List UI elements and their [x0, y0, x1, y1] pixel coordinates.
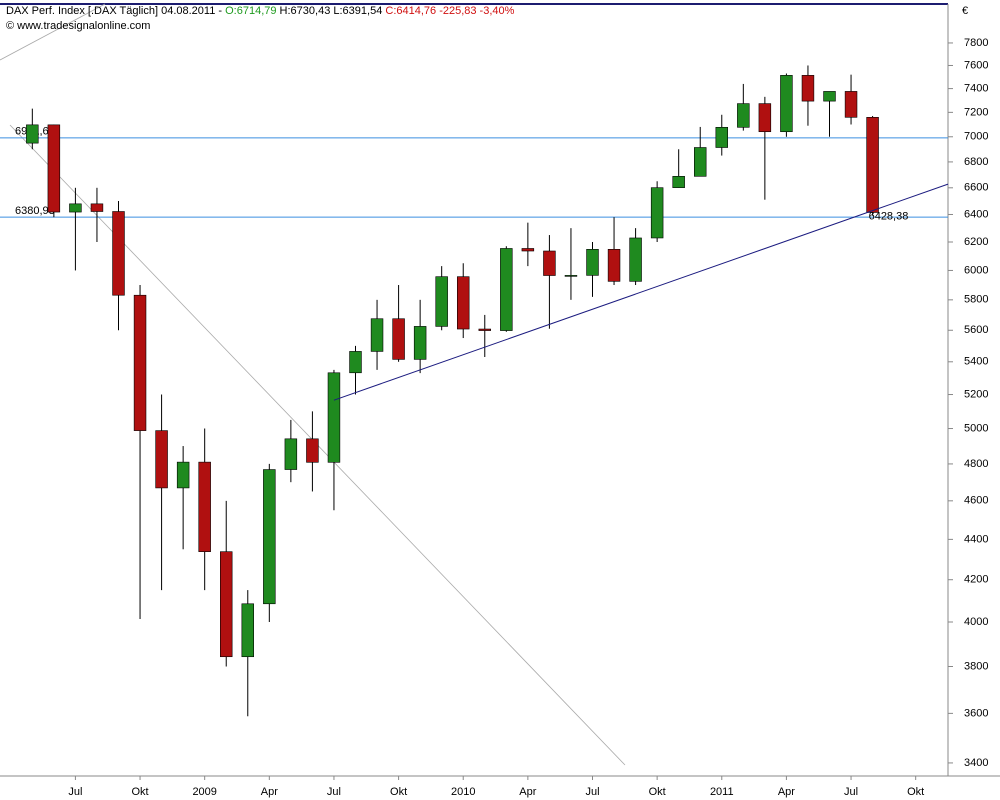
y-tick-label: 7200 [964, 106, 988, 118]
candle-body [866, 117, 879, 213]
currency: € [962, 5, 968, 17]
y-tick-label: 7000 [964, 131, 988, 143]
candle-body [435, 276, 448, 327]
candle-body [133, 294, 147, 431]
candle-body [457, 276, 470, 330]
x-tick-label: Okt [131, 786, 148, 798]
y-tick-label: 5400 [964, 356, 988, 368]
candle-body [176, 461, 190, 489]
header-instrument: DAX Perf. Index [.DAX Täglich] 04.08.201… [6, 5, 222, 17]
candle-body [629, 237, 642, 282]
candle-body [284, 438, 298, 470]
x-tick-label: Okt [649, 786, 666, 798]
x-tick-label: Apr [778, 786, 795, 798]
header-close: C:6414,76 -225,83 -3,40% [385, 5, 514, 17]
candle-body [694, 147, 707, 177]
y-tick-label: 4600 [964, 495, 988, 507]
y-tick-label: 5600 [964, 324, 988, 336]
candle-body [370, 318, 384, 352]
candle-body [47, 124, 61, 213]
y-tick-label: 3800 [964, 660, 988, 672]
y-tick-label: 4200 [964, 574, 988, 586]
y-tick-label: 6200 [964, 236, 988, 248]
y-tick-label: 7800 [964, 37, 988, 49]
y-tick-label: 5800 [964, 294, 988, 306]
x-tick-label: Apr [519, 786, 536, 798]
y-tick-label: 7400 [964, 83, 988, 95]
candle-body [69, 203, 82, 213]
x-tick-label: Apr [261, 786, 278, 798]
candle-body [521, 248, 535, 252]
header-high: H:6730,43 [280, 5, 331, 17]
candle-body [586, 249, 599, 276]
candle-body [737, 103, 750, 128]
y-tick-label: 4000 [964, 616, 988, 628]
candle-body [220, 551, 233, 658]
candle-body [26, 124, 39, 144]
candle-body [198, 461, 211, 552]
trendline-label: 6428,38 [869, 211, 909, 223]
trendline [333, 183, 949, 401]
y-tick-label: 6400 [964, 208, 988, 220]
candle-body [844, 91, 858, 118]
candle-body [650, 187, 664, 239]
candle-body [801, 75, 815, 102]
header-open: O:6714,79 [225, 5, 276, 17]
candle-body [112, 211, 125, 296]
candle-body [543, 250, 556, 276]
source: © www.tradesignalonline.com [6, 20, 150, 32]
candle-body [715, 126, 728, 148]
candle-body [672, 176, 685, 188]
candle-body [823, 91, 836, 102]
candle-body [413, 326, 427, 360]
y-tick-label: 7600 [964, 59, 988, 71]
x-tick-label: 2010 [451, 786, 475, 798]
candle-body [392, 318, 405, 360]
y-tick-label: 4800 [964, 458, 988, 470]
candle-body [327, 372, 341, 463]
y-tick-label: 6800 [964, 156, 988, 168]
candle-body [780, 75, 793, 133]
y-tick-label: 3400 [964, 757, 988, 769]
candle-body [155, 430, 168, 489]
horizontal-line-label: 6380,93 [15, 205, 55, 217]
y-tick-label: 5000 [964, 422, 988, 434]
candle-body [478, 328, 491, 331]
y-tick-label: 3600 [964, 707, 988, 719]
x-tick-label: Jul [585, 786, 599, 798]
candle-body [241, 603, 254, 658]
candle-body [564, 275, 578, 277]
candle-body [306, 438, 319, 463]
x-tick-label: 2011 [710, 786, 734, 798]
candle-body [263, 469, 276, 605]
x-tick-label: Jul [327, 786, 341, 798]
x-tick-label: Okt [907, 786, 924, 798]
candle-body [500, 248, 513, 331]
x-tick-label: Jul [844, 786, 858, 798]
y-tick-label: 4400 [964, 533, 988, 545]
y-tick-label: 5200 [964, 388, 988, 400]
y-tick-label: 6000 [964, 264, 988, 276]
header: DAX Perf. Index [.DAX Täglich] 04.08.201… [6, 5, 515, 17]
candle-body [349, 351, 362, 374]
x-tick-label: 2009 [192, 786, 216, 798]
header-low: L:6391,54 [333, 5, 382, 17]
candle-body [758, 103, 772, 133]
candle-body [607, 249, 621, 282]
drawn-line [0, 3, 106, 61]
candle-body [90, 203, 104, 212]
x-tick-label: Okt [390, 786, 407, 798]
y-tick-label: 6600 [964, 182, 988, 194]
x-tick-label: Jul [68, 786, 82, 798]
